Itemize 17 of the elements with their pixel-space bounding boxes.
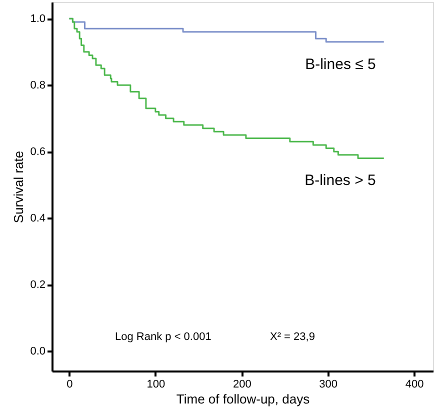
x-tick-label: 400 (405, 378, 424, 390)
x-tick-label: 200 (232, 378, 252, 390)
y-tick-label: 0.2 (30, 279, 46, 292)
series-label: B-lines > 5 (304, 172, 376, 190)
y-tick-label: 1.0 (30, 13, 46, 26)
series-label: B-lines ≤ 5 (305, 56, 376, 73)
y-axis-title: Survival rate (11, 150, 26, 224)
y-tick-label: 0.4 (30, 212, 46, 225)
x-tick-label: 0 (66, 378, 73, 390)
x-axis-title: Time of follow-up, days (176, 392, 310, 406)
annotation: X² = 23,9 (270, 331, 315, 343)
y-tick-label: 0.0 (30, 346, 46, 358)
y-tick-label: 0.6 (30, 146, 46, 158)
y-tick-label: 0.8 (30, 80, 46, 92)
x-tick-label: 100 (146, 378, 166, 390)
x-tick-label: 300 (319, 378, 338, 390)
annotation: Log Rank p < 0.001 (115, 331, 212, 343)
